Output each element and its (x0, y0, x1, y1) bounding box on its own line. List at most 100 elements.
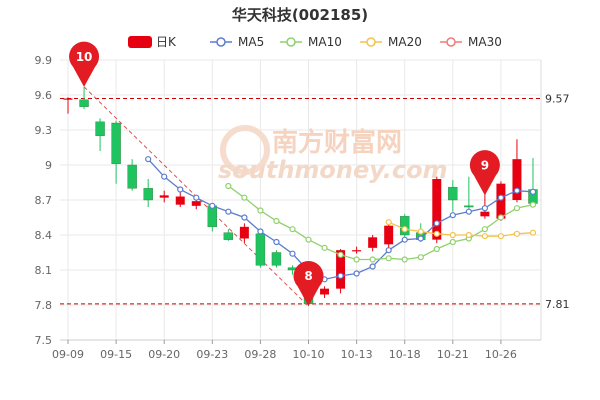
reference-label: 9.57 (545, 93, 570, 106)
series-point (369, 256, 376, 263)
y-tick-label: 8.4 (35, 229, 53, 242)
series-point (193, 194, 200, 201)
candle-body[interactable] (159, 195, 169, 198)
candle-body[interactable] (63, 98, 73, 100)
candle[interactable] (400, 214, 410, 238)
legend-dot-icon (446, 37, 456, 47)
candle[interactable] (175, 191, 185, 207)
x-tick-label: 10-26 (485, 348, 517, 361)
candle-body[interactable] (95, 121, 105, 137)
series-point (241, 214, 248, 221)
candle-body[interactable] (352, 250, 362, 252)
candle[interactable] (368, 235, 378, 252)
series-point (401, 226, 408, 233)
legend-item-ma5[interactable]: MA5 (210, 35, 264, 49)
series-point (353, 256, 360, 263)
series-point (497, 214, 505, 221)
x-tick-label: 09-28 (244, 348, 276, 361)
series-point (513, 187, 521, 194)
candle-body[interactable] (464, 205, 474, 208)
candle-body[interactable] (368, 237, 378, 248)
candle-body[interactable] (191, 201, 201, 206)
marker-pin[interactable]: 9 (469, 150, 500, 196)
series-point (417, 228, 424, 235)
candle[interactable] (143, 179, 153, 207)
candle-body[interactable] (448, 186, 458, 201)
legend-label: MA10 (308, 35, 342, 49)
series-line (388, 221, 534, 237)
legend-item-日k[interactable]: 日K (128, 35, 177, 49)
candle-body[interactable] (127, 164, 137, 189)
series-point (289, 250, 296, 257)
candle-body[interactable] (271, 252, 282, 266)
legend-label: MA20 (388, 35, 422, 49)
watermark-logo-icon (220, 125, 270, 175)
series-point (225, 182, 232, 190)
series-point (273, 238, 280, 246)
legend-dot-icon (286, 37, 296, 47)
candle[interactable] (352, 246, 362, 254)
marker-pin[interactable]: 8 (293, 260, 324, 307)
candle-body[interactable] (143, 188, 153, 201)
candle[interactable] (255, 232, 266, 268)
series-point (289, 226, 296, 233)
candle-body[interactable] (175, 196, 185, 205)
candle-body[interactable] (496, 183, 506, 219)
marker-pin-icon (69, 41, 100, 87)
watermark-en: southmoney.com (218, 156, 448, 184)
series-point (513, 230, 521, 237)
candle[interactable] (384, 223, 394, 248)
candle-body[interactable] (320, 288, 330, 295)
series-point (529, 201, 537, 208)
candle[interactable] (320, 286, 330, 298)
candle-body[interactable] (432, 179, 442, 240)
candle[interactable] (464, 176, 474, 210)
series-point (481, 205, 488, 212)
y-tick-label: 9.6 (35, 89, 53, 102)
candle[interactable] (223, 229, 234, 241)
candle[interactable] (271, 250, 282, 268)
marker-label: 10 (76, 50, 93, 64)
x-tick-label: 09-23 (196, 348, 228, 361)
candle-body[interactable] (336, 250, 346, 289)
candle-body[interactable] (384, 225, 394, 245)
candle[interactable] (448, 180, 458, 212)
series-point (481, 233, 488, 240)
candle-body[interactable] (512, 159, 522, 200)
candle[interactable] (63, 97, 73, 114)
candle-body[interactable] (207, 205, 218, 228)
candle[interactable] (239, 223, 249, 244)
legend-item-ma10[interactable]: MA10 (280, 35, 342, 49)
marker-pin[interactable]: 10 (69, 41, 100, 87)
candle-body[interactable] (480, 211, 490, 217)
candle[interactable] (496, 181, 506, 221)
series-point (369, 263, 376, 270)
candle[interactable] (111, 120, 121, 184)
candle-body[interactable] (239, 226, 249, 239)
candle[interactable] (159, 190, 169, 203)
candle-body[interactable] (223, 232, 234, 240)
series-point (273, 217, 280, 225)
candle[interactable] (127, 159, 137, 191)
x-tick-label: 09-09 (52, 348, 84, 361)
markers[interactable]: 10 8 9 (69, 41, 500, 307)
series-point (385, 255, 392, 262)
series-point (225, 208, 232, 215)
candle-body[interactable] (79, 99, 89, 107)
legend-item-ma20[interactable]: MA20 (360, 35, 422, 49)
legend-item-ma30[interactable]: MA30 (440, 35, 502, 49)
series-point (417, 254, 424, 261)
series-point (449, 231, 456, 239)
candle-body[interactable] (111, 122, 121, 165)
candle-body[interactable] (255, 233, 266, 266)
legend[interactable]: 日K MA5 MA10 MA20 MA30 (128, 35, 502, 49)
candle-body[interactable] (400, 216, 410, 236)
candle[interactable] (95, 118, 105, 151)
series-point (321, 244, 328, 251)
series-point (177, 186, 184, 193)
reference-label: 7.81 (545, 298, 570, 311)
series-point (353, 270, 360, 277)
candle[interactable] (79, 86, 89, 109)
chart-title: 华天科技(002185) (232, 6, 368, 24)
